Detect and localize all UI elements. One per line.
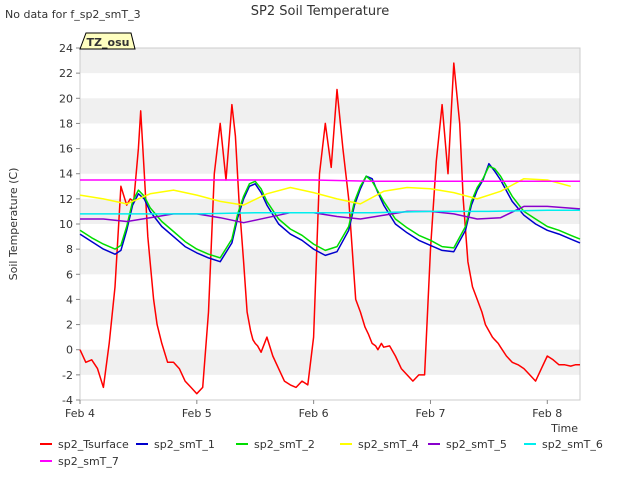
x-tick-label: Feb 8 <box>532 407 562 420</box>
y-tick-label: 22 <box>59 67 73 80</box>
y-tick-label: 8 <box>66 243 73 256</box>
series-line-sp2_smT_5 <box>80 205 581 224</box>
series-lines <box>79 62 581 395</box>
x-tick-label: Feb 7 <box>415 407 445 420</box>
grid-band <box>80 299 580 325</box>
y-axis-label: Soil Temperature (C) <box>7 168 20 281</box>
y-tick-label: 0 <box>66 344 73 357</box>
y-tick-label: 24 <box>59 42 73 55</box>
grid-band <box>80 98 580 124</box>
chart-title: SP2 Soil Temperature <box>251 4 389 19</box>
tz-badge: TZ_osu <box>79 32 136 50</box>
grid-band <box>80 249 580 275</box>
legend-label: sp2_smT_5 <box>446 438 507 451</box>
y-tick-label: 18 <box>59 117 73 130</box>
y-tick-label: 4 <box>66 293 73 306</box>
series-line-sp2_smT_4 <box>79 177 571 206</box>
y-tick-label: 6 <box>66 268 73 281</box>
y-tick-label: 2 <box>66 319 73 332</box>
grid-band <box>80 349 580 375</box>
legend-label: sp2_smT_2 <box>254 438 315 451</box>
x-tick-label: Feb 6 <box>299 407 329 420</box>
series-line-sp2_smT_6 <box>80 209 580 215</box>
x-tick-label: Feb 4 <box>65 407 95 420</box>
y-tick-label: -2 <box>62 369 73 382</box>
grid-band <box>80 48 580 74</box>
x-axis-label: Time <box>550 422 578 435</box>
y-tick-label: 14 <box>59 168 73 181</box>
no-data-note: No data for f_sp2_smT_3 <box>5 8 141 21</box>
tz-badge-label: TZ_osu <box>87 36 130 49</box>
series-line-sp2_smT_7 <box>80 179 580 183</box>
y-tick-label: 12 <box>59 193 73 206</box>
legend-label: sp2_Tsurface <box>58 438 129 451</box>
y-tick-label: -4 <box>62 394 73 407</box>
legend-label: sp2_smT_4 <box>358 438 419 451</box>
legend: sp2_Tsurface sp2_smT_1 sp2_smT_2 sp2_smT_4 s… <box>40 438 603 468</box>
legend-label: sp2_smT_6 <box>542 438 603 451</box>
y-tick-label: 10 <box>59 218 73 231</box>
legend-label: sp2_smT_1 <box>154 438 215 451</box>
x-axis: Feb 4 Feb 5 Feb 6 Feb 7 Feb 8 <box>65 400 562 420</box>
y-tick-label: 20 <box>59 92 73 105</box>
series-line-sp2_Tsurface <box>79 62 580 395</box>
legend-label: sp2_smT_7 <box>58 455 119 468</box>
x-tick-label: Feb 5 <box>182 407 212 420</box>
y-tick-label: 16 <box>59 143 73 156</box>
series-line-sp2_smT_2 <box>79 165 581 259</box>
